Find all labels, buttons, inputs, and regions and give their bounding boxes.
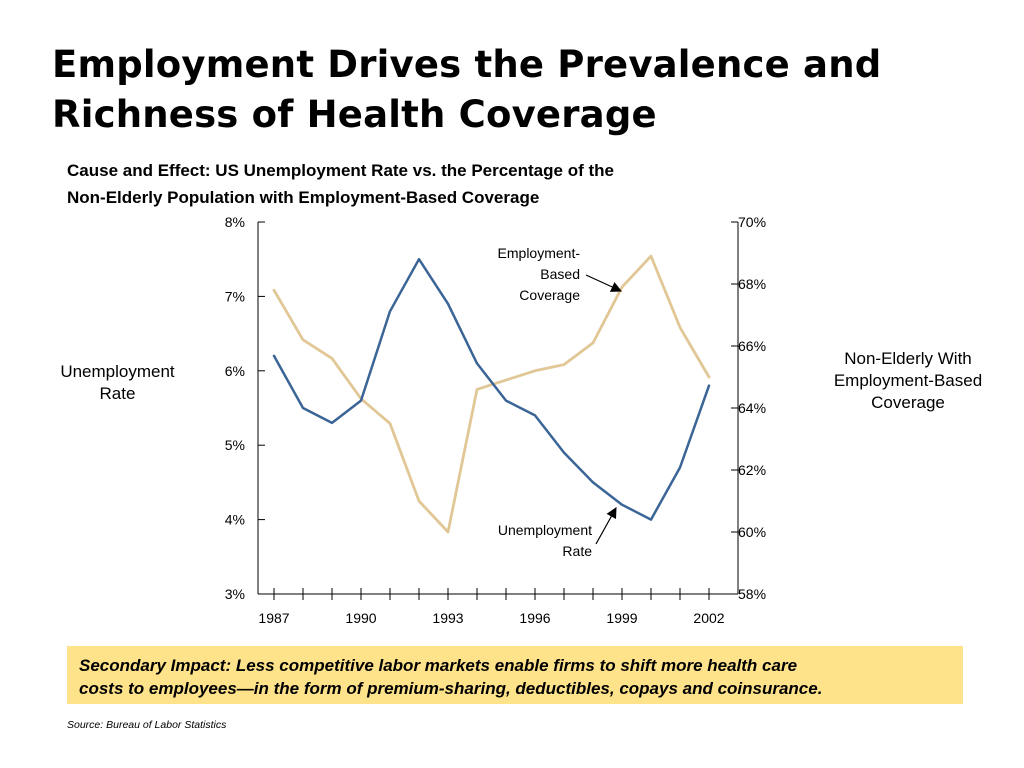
x-axis-tick-label: 2002 — [693, 610, 724, 626]
x-axis-tick-label: 1993 — [432, 610, 463, 626]
x-axis-tick-label: 1987 — [258, 610, 289, 626]
coverage-annotation-line2: Based — [540, 266, 580, 282]
chart-heading-line2: Non-Elderly Population with Employment-B… — [67, 188, 540, 207]
unemployment-annotation-arrow — [595, 507, 617, 545]
right-axis-title: Non-Elderly With Employment-Based Covera… — [808, 348, 1008, 414]
x-axis-tick-label: 1999 — [606, 610, 637, 626]
slide-title-line2: Richness of Health Coverage — [52, 93, 657, 136]
right-axis-tick-label: 68% — [738, 276, 766, 292]
secondary-impact-box: Secondary Impact: Less competitive labor… — [67, 646, 963, 704]
x-axis-tick-label: 1996 — [519, 610, 550, 626]
right-axis-tick-label: 66% — [738, 338, 766, 354]
right-axis-title-line2: Employment-Based — [833, 371, 983, 390]
coverage-annotation-line3: Coverage — [519, 287, 580, 303]
right-axis-tick-label: 62% — [738, 462, 766, 478]
slide-title-line1: Employment Drives the Prevalence and — [52, 43, 882, 86]
right-axis-tick-label: 60% — [738, 524, 766, 540]
right-axis-tick-label: 58% — [738, 586, 766, 602]
right-axis-tick-label: 64% — [738, 400, 766, 416]
left-axis-tick-label: 3% — [225, 586, 245, 602]
source-note: Source: Bureau of Labor Statistics — [67, 719, 227, 731]
impact-line1: Secondary Impact: Less competitive labor… — [79, 656, 798, 675]
right-axis-tick-label: 70% — [738, 214, 766, 230]
chart-heading: Cause and Effect: US Unemployment Rate v… — [67, 157, 767, 211]
slide-title: Employment Drives the Prevalence and Ric… — [52, 40, 992, 140]
left-axis-tick-label: 8% — [225, 214, 245, 230]
left-axis-tick-label: 4% — [225, 512, 245, 528]
left-axis-tick-label: 5% — [225, 437, 245, 453]
coverage-annotation-arrow — [585, 274, 622, 292]
right-axis-title-line1: Non-Elderly With — [844, 349, 972, 368]
left-axis-title-line1: Unemployment — [60, 362, 175, 381]
x-axis-tick-label: 1990 — [345, 610, 376, 626]
chart-heading-line1: Cause and Effect: US Unemployment Rate v… — [67, 161, 614, 180]
left-axis-title: Unemployment Rate — [40, 361, 195, 405]
unemployment-series-line — [272, 257, 711, 521]
unemployment-annotation-line2: Rate — [562, 543, 592, 559]
impact-line2: costs to employees—in the form of premiu… — [79, 679, 823, 698]
right-axis-title-line3: Coverage — [871, 393, 945, 412]
left-axis-tick-label: 6% — [225, 363, 245, 379]
left-axis-title-line2: Rate — [99, 384, 136, 403]
unemployment-annotation-line1: Unemployment — [498, 522, 592, 538]
coverage-annotation-line1: Employment- — [498, 245, 581, 261]
coverage-series-line — [272, 254, 711, 534]
left-axis-tick-label: 7% — [225, 288, 245, 304]
